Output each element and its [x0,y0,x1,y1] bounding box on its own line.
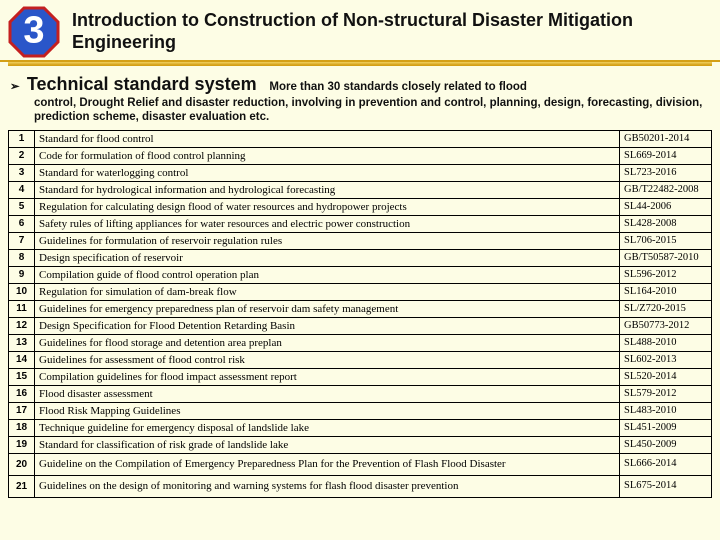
row-code: SL675-2014 [620,476,712,498]
row-number: 13 [9,335,35,352]
row-description: Design specification of reservoir [35,250,620,267]
table-row: 19Standard for classification of risk gr… [9,437,712,454]
row-description: Flood disaster assessment [35,386,620,403]
subheading-rest2: control, Drought Relief and disaster red… [34,96,710,125]
table-row: 14Guidelines for assessment of flood con… [9,352,712,369]
table-row: 16Flood disaster assessmentSL579-2012 [9,386,712,403]
row-description: Compilation guidelines for flood impact … [35,369,620,386]
row-code: GB/T22482-2008 [620,182,712,199]
row-code: SL579-2012 [620,386,712,403]
table-row: 7Guidelines for formulation of reservoir… [9,233,712,250]
table-row: 20Guideline on the Compilation of Emerge… [9,454,712,476]
standards-table: 1Standard for flood controlGB50201-20142… [8,130,712,498]
subheading-rest1: More than 30 standards closely related t… [269,81,527,93]
page-title: Introduction to Construction of Non-stru… [72,10,712,53]
row-number: 3 [9,165,35,182]
row-code: SL723-2016 [620,165,712,182]
row-number: 4 [9,182,35,199]
row-code: SL488-2010 [620,335,712,352]
row-description: Guidelines for assessment of flood contr… [35,352,620,369]
bullet-arrow: ➢ [10,80,20,94]
row-description: Code for formulation of flood control pl… [35,148,620,165]
table-row: 12Design Specification for Flood Detenti… [9,318,712,335]
table-row: 18Technique guideline for emergency disp… [9,420,712,437]
row-number: 11 [9,301,35,318]
row-description: Design Specification for Flood Detention… [35,318,620,335]
row-description: Regulation for calculating design flood … [35,199,620,216]
row-code: GB50201-2014 [620,131,712,148]
chapter-number: 3 [23,10,44,53]
header: 3 Introduction to Construction of Non-st… [0,0,720,62]
row-description: Compilation guide of flood control opera… [35,267,620,284]
row-code: SL483-2010 [620,403,712,420]
row-number: 16 [9,386,35,403]
row-code: GB50773-2012 [620,318,712,335]
table-row: 3Standard for waterlogging controlSL723-… [9,165,712,182]
row-number: 9 [9,267,35,284]
row-code: SL666-2014 [620,454,712,476]
chapter-badge: 3 [8,6,60,58]
table-row: 6Safety rules of lifting appliances for … [9,216,712,233]
table-row: 17Flood Risk Mapping GuidelinesSL483-201… [9,403,712,420]
row-code: SL520-2014 [620,369,712,386]
row-description: Safety rules of lifting appliances for w… [35,216,620,233]
row-number: 12 [9,318,35,335]
row-code: SL602-2013 [620,352,712,369]
row-number: 18 [9,420,35,437]
row-code: SL428-2008 [620,216,712,233]
subheading-lead: Technical standard system [27,74,257,94]
table-row: 8Design specification of reservoirGB/T50… [9,250,712,267]
table-row: 13Guidelines for flood storage and deten… [9,335,712,352]
row-code: SL596-2012 [620,267,712,284]
row-description: Guidelines for formulation of reservoir … [35,233,620,250]
row-number: 1 [9,131,35,148]
row-code: SL/Z720-2015 [620,301,712,318]
row-number: 2 [9,148,35,165]
table-row: 2Code for formulation of flood control p… [9,148,712,165]
header-underline [8,62,712,65]
row-description: Guidelines for emergency preparedness pl… [35,301,620,318]
subheading: ➢ Technical standard system More than 30… [0,69,720,128]
row-code: SL44-2006 [620,199,712,216]
row-description: Standard for flood control [35,131,620,148]
row-number: 6 [9,216,35,233]
row-number: 21 [9,476,35,498]
row-description: Regulation for simulation of dam-break f… [35,284,620,301]
row-description: Standard for hydrological information an… [35,182,620,199]
table-row: 11Guidelines for emergency preparedness … [9,301,712,318]
row-number: 5 [9,199,35,216]
row-description: Standard for waterlogging control [35,165,620,182]
row-description: Guidelines for flood storage and detenti… [35,335,620,352]
row-description: Guideline on the Compilation of Emergenc… [35,454,620,476]
row-description: Standard for classification of risk grad… [35,437,620,454]
row-code: SL450-2009 [620,437,712,454]
row-description: Guidelines on the design of monitoring a… [35,476,620,498]
row-number: 19 [9,437,35,454]
row-description: Flood Risk Mapping Guidelines [35,403,620,420]
row-number: 14 [9,352,35,369]
table-row: 5Regulation for calculating design flood… [9,199,712,216]
row-number: 17 [9,403,35,420]
row-number: 7 [9,233,35,250]
row-code: SL164-2010 [620,284,712,301]
row-code: SL669-2014 [620,148,712,165]
table-row: 4Standard for hydrological information a… [9,182,712,199]
table-row: 21Guidelines on the design of monitoring… [9,476,712,498]
row-code: SL706-2015 [620,233,712,250]
row-code: GB/T50587-2010 [620,250,712,267]
table-row: 15Compilation guidelines for flood impac… [9,369,712,386]
row-number: 20 [9,454,35,476]
table-row: 9Compilation guide of flood control oper… [9,267,712,284]
row-number: 15 [9,369,35,386]
row-number: 8 [9,250,35,267]
table-row: 10Regulation for simulation of dam-break… [9,284,712,301]
row-description: Technique guideline for emergency dispos… [35,420,620,437]
table-row: 1Standard for flood controlGB50201-2014 [9,131,712,148]
row-number: 10 [9,284,35,301]
row-code: SL451-2009 [620,420,712,437]
